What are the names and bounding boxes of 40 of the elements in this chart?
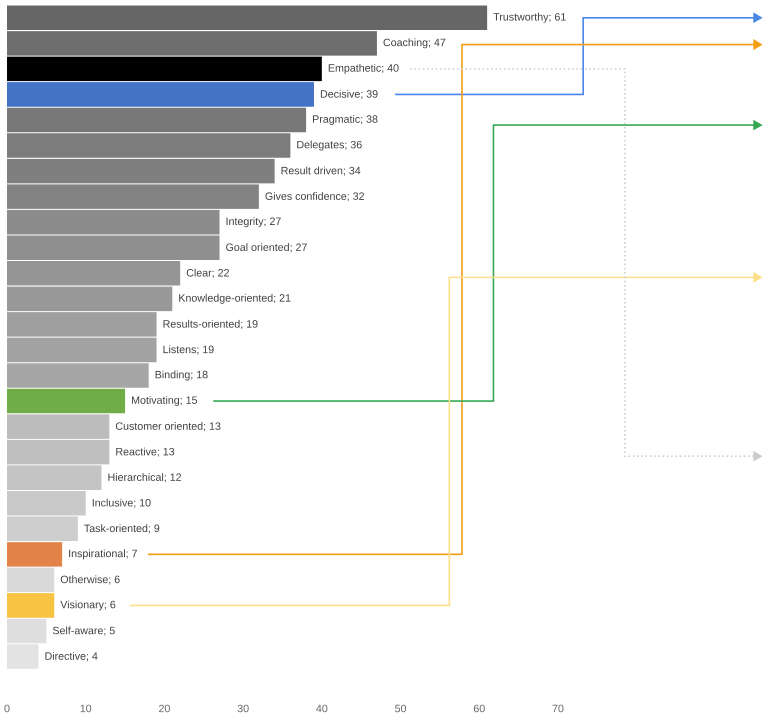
data-label: Clear; 22: [186, 268, 229, 278]
data-label: Directive; 4: [45, 652, 98, 662]
x-tick-label: 40: [316, 704, 328, 712]
data-label: Inspirational; 7: [69, 549, 137, 560]
data-label: Results-oriented; 19: [163, 320, 258, 329]
data-label: Reactive; 13: [116, 448, 174, 457]
data-label: Empathetic; 40: [328, 64, 399, 74]
bar: [7, 568, 54, 592]
x-tick-label: 50: [395, 704, 406, 712]
bar: [7, 593, 54, 618]
data-label: Task-oriented; 9: [84, 524, 160, 534]
data-label: Inclusive; 10: [92, 498, 151, 508]
data-label: Customer oriented; 13: [116, 422, 220, 432]
x-tick-label: 30: [238, 704, 249, 712]
data-label: Hierarchical; 12: [108, 473, 182, 482]
x-tick-label: 10: [80, 704, 92, 712]
data-label: Otherwise; 6: [60, 575, 120, 584]
data-label: Motivating; 15: [132, 396, 198, 406]
data-label: Visionary; 6: [60, 600, 116, 610]
data-label: Delegates; 36: [297, 140, 362, 151]
data-label: Trustworthy; 61: [493, 12, 566, 23]
x-tick-label: 70: [552, 704, 564, 712]
data-label: Goal oriented; 27: [226, 243, 307, 252]
bar: [7, 388, 126, 414]
data-label: Gives confidence; 32: [265, 192, 364, 202]
bar: [7, 56, 322, 82]
bar: [7, 542, 62, 567]
data-label: Coaching; 47: [384, 38, 446, 48]
data-label: Self-aware; 5: [52, 626, 115, 636]
data-label: Integrity; 27: [226, 217, 281, 228]
data-label: Listens; 19: [163, 345, 214, 354]
data-label: Decisive; 39: [320, 90, 378, 99]
data-label: Pragmatic; 38: [313, 115, 378, 125]
x-tick-label: 20: [159, 704, 170, 712]
data-label: Binding; 18: [156, 370, 208, 380]
bar: [7, 82, 314, 107]
data-label: Result driven; 34: [282, 166, 360, 176]
x-tick-label: 0: [4, 704, 10, 712]
data-label: Knowledge-oriented; 21: [179, 294, 290, 304]
x-tick-label: 60: [474, 704, 485, 712]
